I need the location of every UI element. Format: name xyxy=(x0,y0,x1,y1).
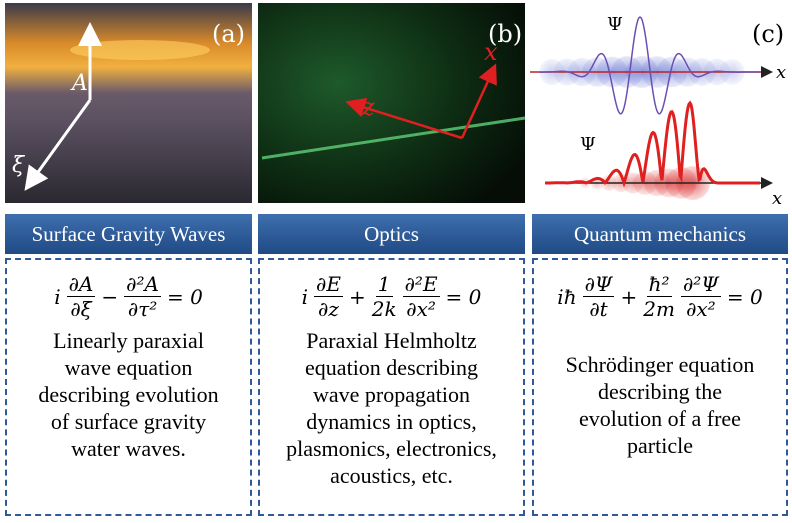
panel-label: (b) xyxy=(488,20,522,48)
equation-term: = 0 xyxy=(727,285,763,309)
panel-label: (a) xyxy=(212,20,245,48)
description-line: of surface gravity xyxy=(38,408,218,435)
description-line: describing evolution xyxy=(38,381,218,408)
equation-term: = 0 xyxy=(446,285,482,309)
denominator: 2m xyxy=(643,297,675,321)
numerator: ħ² xyxy=(647,272,672,297)
panel-label: (c) xyxy=(752,20,784,48)
description-line: evolution of a free xyxy=(566,405,755,432)
description-line: equation describing xyxy=(286,354,497,381)
fraction: ∂A∂ξ xyxy=(67,272,96,321)
axis-label: z xyxy=(361,93,375,121)
numerator: ∂A xyxy=(67,272,96,297)
denominator: ∂t xyxy=(589,297,607,321)
description-line: wave propagation xyxy=(286,381,497,408)
denominator: ∂x² xyxy=(686,297,716,321)
description-line: Linearly paraxial xyxy=(38,327,218,354)
equation-term: + xyxy=(349,285,366,309)
equation-term: = 0 xyxy=(167,285,203,309)
fraction: ∂Ψ∂t xyxy=(583,272,615,321)
panel-header: Surface Gravity Waves xyxy=(5,214,252,254)
denominator: ∂τ² xyxy=(128,297,157,321)
description-line: plasmonics, electronics, xyxy=(286,435,497,462)
numerator: ∂²A xyxy=(124,272,161,297)
axis-label: A xyxy=(70,71,88,96)
panel-b-photo: x z (b) xyxy=(258,3,525,203)
panel-header: Optics xyxy=(258,214,525,254)
denominator: ∂ξ xyxy=(70,297,91,321)
axis-label: ξ xyxy=(12,153,26,178)
numerator: ∂E xyxy=(314,272,343,297)
equation: i∂A∂ξ−∂²A∂τ²= 0 xyxy=(51,272,206,321)
description-line: Schrödinger equation xyxy=(566,351,755,378)
description-line: Paraxial Helmholtz xyxy=(286,327,497,354)
equation-term: iħ xyxy=(557,285,576,309)
psi-label: Ψ xyxy=(580,134,596,155)
fraction: ∂²E∂x² xyxy=(403,272,440,321)
panel-a-photo: A ξ (a) xyxy=(5,3,252,203)
description-line: wave equation xyxy=(38,354,218,381)
denominator: ∂x² xyxy=(406,297,436,321)
description-line: dynamics in optics, xyxy=(286,408,497,435)
fraction: ∂²A∂τ² xyxy=(124,272,161,321)
panel-header: Quantum mechanics xyxy=(532,214,788,254)
psi-label: Ψ xyxy=(607,14,623,35)
page: A ξ (a) x z (b) Ψ x Ψ x (c) Surface Grav… xyxy=(0,0,792,523)
numerator: 1 xyxy=(376,272,393,297)
figure-panels: A ξ (a) x z (b) Ψ x Ψ x (c) xyxy=(0,0,792,210)
description-line: water waves. xyxy=(38,435,218,462)
numerator: ∂²Ψ xyxy=(681,272,721,297)
numerator: ∂Ψ xyxy=(583,272,615,297)
equation-term: i xyxy=(302,285,308,309)
axis-label: x xyxy=(776,62,786,83)
equation-term: − xyxy=(101,285,118,309)
axis-label: x xyxy=(772,188,782,209)
description-line: describing the xyxy=(566,378,755,405)
fraction: ∂²Ψ∂x² xyxy=(681,272,721,321)
panel-c-wavepackets: Ψ x Ψ x (c) xyxy=(530,14,786,209)
denominator: ∂z xyxy=(318,297,339,321)
description-line: acoustics, etc. xyxy=(286,462,497,489)
fraction: ∂E∂z xyxy=(314,272,343,321)
equation-term: + xyxy=(620,285,637,309)
numerator: ∂²E xyxy=(403,272,440,297)
description-line: particle xyxy=(566,432,755,459)
denominator: 2k xyxy=(372,297,397,321)
equation-term: i xyxy=(54,285,60,309)
